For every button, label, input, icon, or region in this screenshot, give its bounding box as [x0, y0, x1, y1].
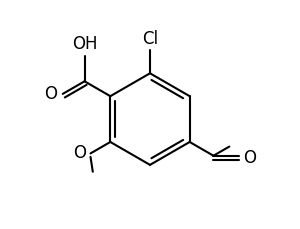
- Text: Cl: Cl: [142, 30, 158, 48]
- Text: O: O: [243, 149, 256, 167]
- Text: O: O: [44, 85, 57, 103]
- Text: OH: OH: [72, 35, 97, 53]
- Text: O: O: [73, 144, 86, 162]
